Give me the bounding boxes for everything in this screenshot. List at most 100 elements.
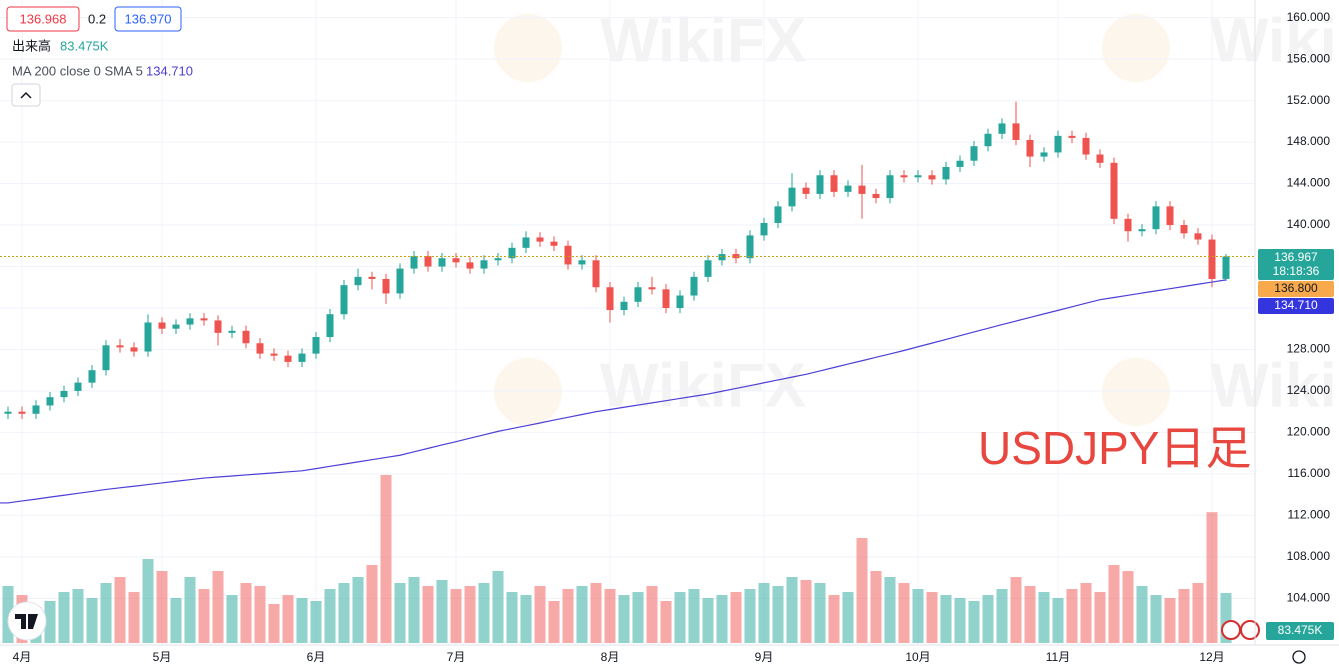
candle-body — [1180, 225, 1188, 234]
ma-tag-label: 134.710 — [1274, 298, 1318, 312]
marker-label: 136.800 — [1274, 281, 1318, 295]
volume-bar — [184, 577, 196, 643]
countdown-label: 18:18:36 — [1273, 264, 1320, 278]
volume-bar — [254, 586, 266, 643]
volume-bar — [436, 580, 448, 643]
volume-bar — [982, 595, 994, 643]
collapse-button[interactable] — [11, 83, 41, 107]
candle-body — [130, 347, 138, 352]
volume-bar — [1038, 592, 1050, 643]
candle-body — [1096, 154, 1104, 163]
candle-body — [858, 185, 866, 194]
candle-body — [1124, 218, 1132, 232]
candle-body — [368, 276, 376, 279]
volume-bar — [240, 583, 252, 643]
ma-tag — [1258, 298, 1334, 314]
volume-bar — [562, 589, 574, 643]
volume-bar — [674, 592, 686, 643]
candle-body — [746, 235, 754, 259]
volume-bar — [366, 565, 378, 643]
candle-body — [396, 268, 404, 294]
candle-body — [774, 206, 782, 223]
ma-value: 134.710 — [146, 63, 193, 78]
volume-bar — [338, 583, 350, 643]
candle-body — [438, 258, 446, 267]
logo-circle[interactable] — [7, 601, 47, 641]
volume-bar — [1122, 571, 1134, 643]
candle-body — [1138, 229, 1146, 232]
volume-bar — [646, 586, 658, 643]
x-tick-label: 5月 — [153, 650, 172, 664]
volume-bar — [758, 583, 770, 643]
volume-bar — [1150, 595, 1162, 643]
volume-bar — [870, 571, 882, 643]
volume-bar — [352, 577, 364, 643]
candle-body — [74, 382, 82, 391]
volume-bar — [716, 595, 728, 643]
watermark-logo — [1102, 14, 1170, 82]
volume-bar — [1136, 586, 1148, 643]
tv-logo — [7, 601, 47, 641]
ask-box[interactable] — [114, 6, 182, 32]
volume-bar — [884, 577, 896, 643]
candle-body — [592, 260, 600, 288]
bid-box[interactable] — [6, 6, 80, 32]
volume-bar — [86, 598, 98, 643]
volume-bar — [520, 595, 532, 643]
volume-bar — [226, 595, 238, 643]
candle-body — [284, 355, 292, 362]
volume-bar — [534, 586, 546, 643]
candle-body — [424, 256, 432, 267]
volume-bar — [198, 589, 210, 643]
volume-bar — [478, 583, 490, 643]
candle-body — [242, 330, 250, 344]
candle-body — [830, 175, 838, 192]
x-tick-label: 9月 — [755, 650, 774, 664]
candle-body — [956, 160, 964, 167]
volume-bar — [1010, 577, 1022, 643]
volume-bar — [660, 601, 672, 643]
candle-body — [1110, 162, 1118, 219]
volume-bar — [1192, 583, 1204, 643]
bid-price: 136.968 — [20, 11, 67, 26]
candle-body — [578, 260, 586, 265]
candle-body — [452, 258, 460, 263]
x-tick-label: 11月 — [1046, 650, 1070, 664]
volume-pane — [2, 475, 1232, 643]
settings-icon[interactable] — [1292, 650, 1306, 664]
volume-bar — [212, 571, 224, 643]
y-tick-label: 108.000 — [1287, 549, 1331, 563]
flag-icon[interactable] — [1221, 620, 1241, 640]
volume-bar — [702, 598, 714, 643]
volume-bar — [996, 589, 1008, 643]
candle-body — [256, 343, 264, 354]
candle-body — [480, 260, 488, 269]
volume-bar — [632, 592, 644, 643]
volume-bar — [814, 583, 826, 643]
candle-body — [900, 175, 908, 178]
candle-body — [704, 260, 712, 277]
candle-body — [158, 322, 166, 329]
candle-body — [228, 330, 236, 333]
legend: 136.968 0.2 136.970 出来高 83.475K MA 200 c… — [6, 6, 193, 107]
volume-bar — [380, 475, 392, 643]
volume-bar — [128, 592, 140, 643]
candle-body — [760, 222, 768, 236]
x-tick-label: 12月 — [1199, 650, 1224, 664]
last-price-tag — [1258, 249, 1334, 280]
x-tick-label: 7月 — [447, 650, 466, 664]
flag-icon[interactable] — [1240, 620, 1260, 640]
volume-bar — [324, 589, 336, 643]
candle-body — [116, 345, 124, 348]
volume-bar — [940, 595, 952, 643]
volume-bar — [1220, 592, 1232, 643]
candle-body — [690, 276, 698, 296]
candle-body — [718, 254, 726, 261]
candle-body — [270, 353, 278, 356]
y-tick-label: 160.000 — [1287, 10, 1331, 24]
watermark-logo — [1102, 358, 1170, 426]
candle-body — [844, 185, 852, 192]
candle-body — [186, 318, 194, 325]
candle-body — [1012, 123, 1020, 140]
volume-bar — [800, 580, 812, 643]
